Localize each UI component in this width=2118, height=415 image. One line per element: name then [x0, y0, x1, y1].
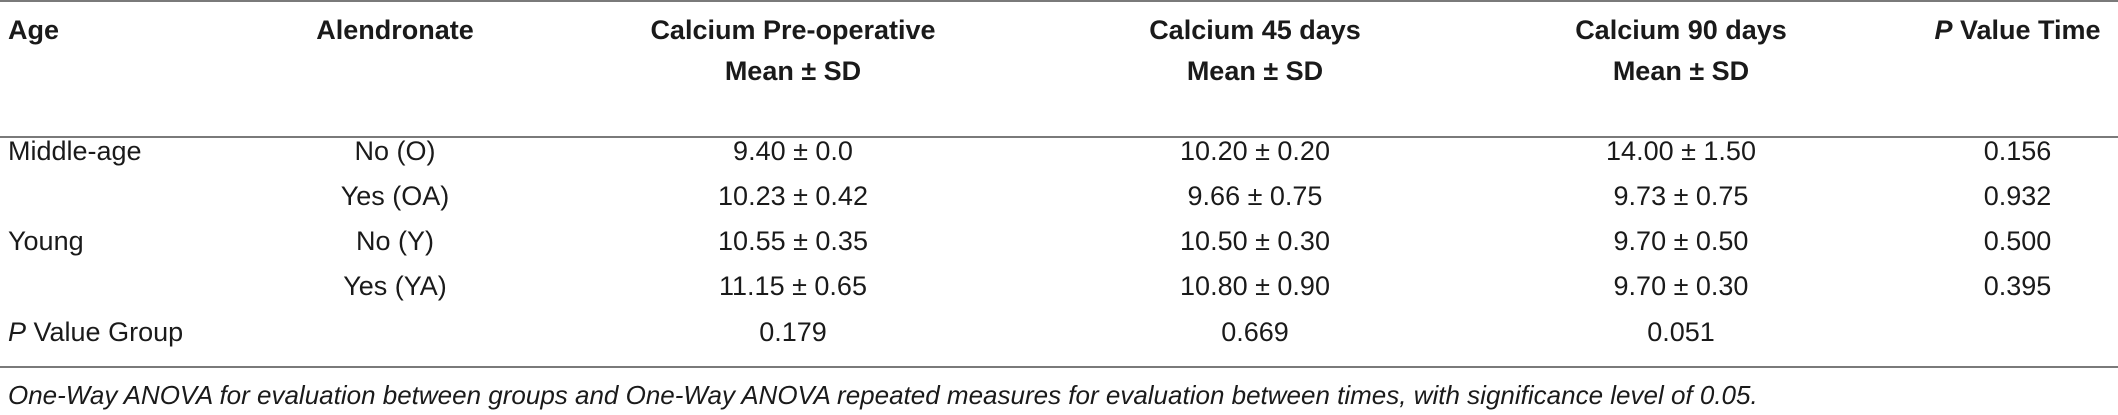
header-calcium-pre-line2: Mean ± SD [724, 56, 862, 86]
header-calcium-45: Calcium 45 days Mean ± SD [1090, 10, 1420, 92]
p-value-group-90: 0.051 [1647, 317, 1715, 347]
row-0-90: 14.00 ± 1.50 [1606, 136, 1756, 166]
row-1-pre: 10.23 ± 0.42 [718, 181, 868, 211]
row-2-pre: 10.55 ± 0.35 [718, 226, 868, 256]
table-header-rule [0, 136, 2118, 138]
row-0-alendronate: No (O) [354, 136, 436, 166]
row-2-age: Young [8, 226, 84, 256]
row-1-90: 9.73 ± 0.75 [1613, 181, 1749, 211]
header-alendronate: Alendronate [316, 15, 474, 45]
header-p-value-time: P Value Time [1905, 10, 2118, 51]
row-0-45: 10.20 ± 0.20 [1180, 136, 1330, 166]
row-3-alendronate: Yes (YA) [343, 271, 447, 301]
row-2-alendronate: No (Y) [355, 226, 434, 256]
header-p-value-time-p: P [1934, 15, 1953, 45]
row-0-age: Middle-age [8, 136, 142, 166]
row-3-pre: 11.15 ± 0.65 [719, 271, 867, 301]
row-3-p-time: 0.395 [1983, 271, 2052, 301]
row-0-p-time: 0.156 [1983, 136, 2052, 166]
header-calcium-90-line2: Mean ± SD [1612, 56, 1750, 86]
p-value-group-label-p: P [8, 317, 27, 347]
row-1-p-time: 0.932 [1983, 181, 2052, 211]
p-value-group-pre: 0.179 [759, 317, 827, 347]
row-1-alendronate: Yes (OA) [340, 181, 450, 211]
table-top-rule [0, 0, 2118, 2]
table-bottom-rule [0, 366, 2118, 368]
p-value-group-label-rest: Value Group [26, 317, 184, 347]
p-value-group-label: P Value Group [8, 315, 183, 349]
row-1-45: 9.66 ± 0.75 [1187, 181, 1323, 211]
row-2-p-time: 0.500 [1983, 226, 2052, 256]
row-2-90: 9.70 ± 0.50 [1613, 226, 1749, 256]
row-0-pre: 9.40 ± 0.0 [733, 136, 853, 166]
header-p-value-time-rest: Value Time [1952, 15, 2101, 45]
header-calcium-90-line1: Calcium 90 days [1575, 15, 1787, 45]
header-calcium-pre: Calcium Pre-operative Mean ± SD [598, 10, 988, 92]
header-calcium-90: Calcium 90 days Mean ± SD [1516, 10, 1846, 92]
header-calcium-45-line2: Mean ± SD [1186, 56, 1324, 86]
header-calcium-45-line1: Calcium 45 days [1149, 15, 1361, 45]
row-2-45: 10.50 ± 0.30 [1180, 226, 1330, 256]
header-age: Age [8, 15, 60, 45]
row-3-90: 9.70 ± 0.30 [1613, 271, 1749, 301]
p-value-group-45: 0.669 [1221, 317, 1289, 347]
table-footnote: One-Way ANOVA for evaluation between gro… [8, 380, 1758, 410]
row-3-45: 10.80 ± 0.90 [1180, 271, 1330, 301]
header-calcium-pre-line1: Calcium Pre-operative [650, 15, 936, 45]
